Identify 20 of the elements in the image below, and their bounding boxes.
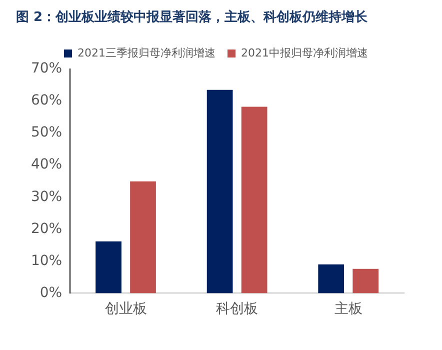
x-tick-label: 创业板 [104,301,147,318]
legend-label: 2021中报归母净利润增速 [241,46,368,60]
y-tick-label: 40% [30,156,62,173]
x-tick-label: 科创板 [216,301,258,318]
y-tick-label: 0% [40,284,62,301]
y-tick-label: 20% [30,220,62,237]
bar [352,268,379,294]
y-tick-label: 10% [30,252,62,269]
legend-label: 2021三季报归母净利润增速 [78,46,216,60]
y-tick-label: 30% [30,188,62,205]
bar [241,106,268,294]
bar [96,241,122,294]
y-tick-label: 60% [30,92,62,109]
x-tick-label: 主板 [334,301,362,318]
bar [318,264,344,294]
chart-title: 图 2：创业板业绩较中报显著回落，主板、科创板仍维持增长 [16,8,369,26]
bar [130,181,156,294]
bar [206,90,233,294]
y-tick-label: 50% [30,124,62,141]
y-tick-label: 70% [30,60,62,77]
